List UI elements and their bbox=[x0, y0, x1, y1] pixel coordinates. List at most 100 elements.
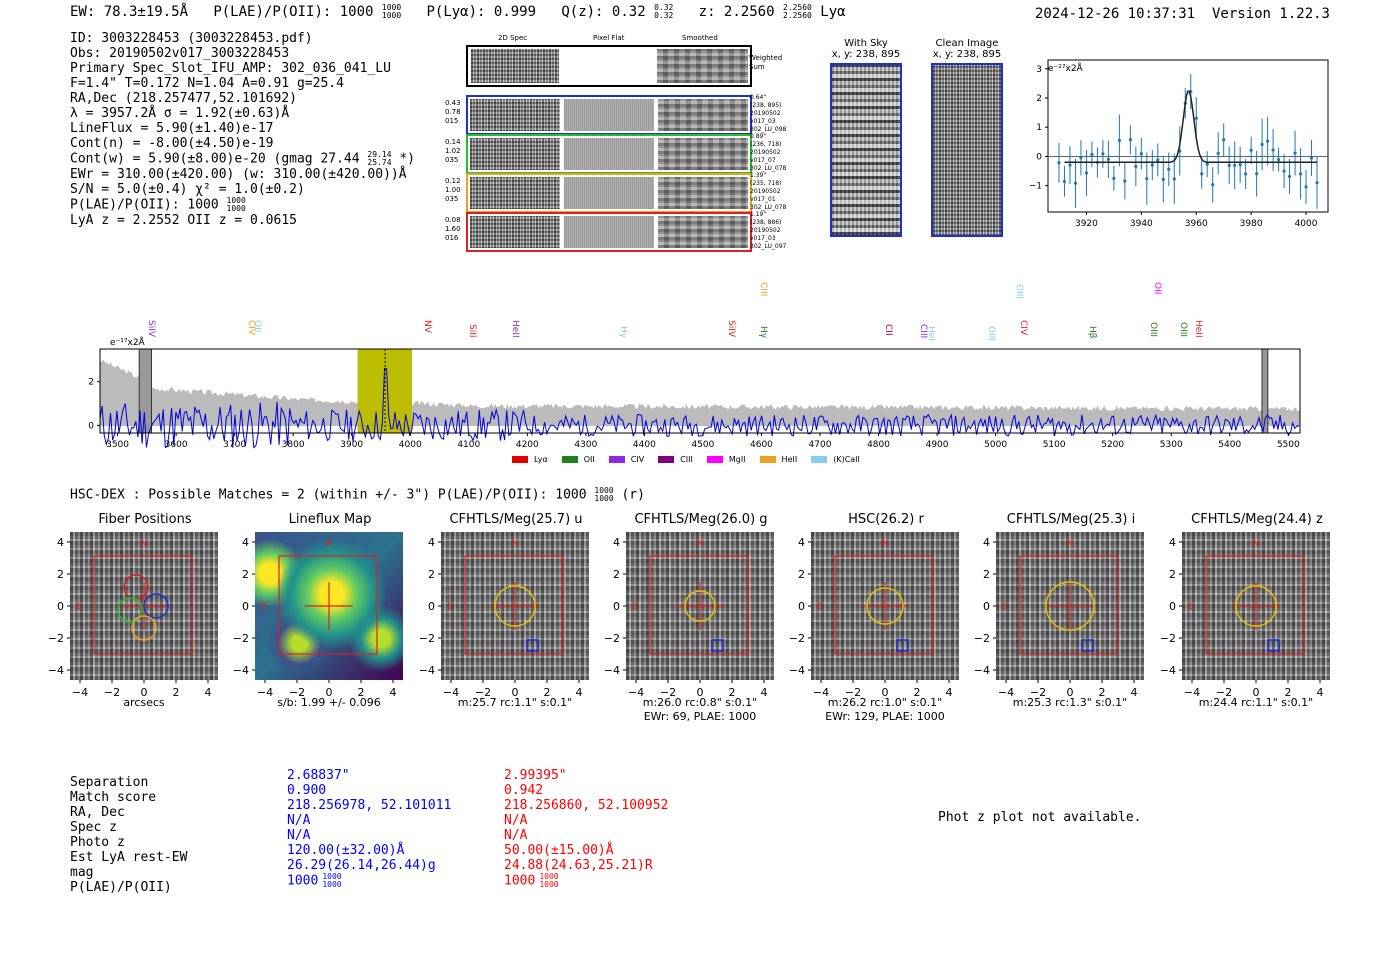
catalog-match-box bbox=[1081, 639, 1094, 652]
line-fit-point bbox=[1194, 116, 1198, 120]
full-spec-xtick: 4700 bbox=[809, 440, 832, 450]
qz-value: Q(z): 0.32 bbox=[561, 4, 646, 20]
match-value: 1000 1000 1000 bbox=[287, 872, 342, 889]
legend-swatch bbox=[759, 456, 776, 463]
hsc-summary: HSC-DEX : Possible Matches = 2 (within +… bbox=[70, 486, 645, 503]
catalog-match-box bbox=[896, 639, 909, 652]
cutout-xtick: 2 bbox=[914, 686, 921, 699]
line-fit-xtick: 4000 bbox=[1295, 219, 1318, 229]
match-value: 218.256978, 52.101011 bbox=[287, 798, 452, 813]
cutout-xtick: 4 bbox=[390, 686, 397, 699]
line-fit-point bbox=[1222, 138, 1226, 142]
cutout-xtick: 0 bbox=[326, 686, 333, 699]
match-label: Est LyA rest-EW bbox=[70, 850, 188, 865]
cutout-ytick: −2 bbox=[1160, 632, 1176, 645]
match-value: 1000 1000 1000 bbox=[504, 872, 559, 889]
legend-swatch bbox=[608, 456, 625, 463]
full-spec-xtick: 5500 bbox=[1277, 440, 1300, 450]
line-fit-point bbox=[1266, 139, 1270, 143]
north-marker: N bbox=[141, 539, 148, 549]
fiber-smoothed bbox=[658, 216, 748, 248]
line-fit-point bbox=[1117, 138, 1121, 143]
aperture-box bbox=[93, 555, 193, 655]
emission-line-label: OII bbox=[1152, 282, 1162, 295]
line-fit-point bbox=[1068, 163, 1072, 167]
fiber-left-stats: 0.14 1.02 035 bbox=[445, 138, 461, 164]
full-spec-flux bbox=[99, 368, 1300, 449]
aperture-circle bbox=[1045, 581, 1095, 631]
line-fit-ytick: 3 bbox=[1036, 65, 1042, 75]
cutout-ytick: 4 bbox=[57, 536, 64, 549]
cutout-xtick: 4 bbox=[205, 686, 212, 699]
aperture-box bbox=[1205, 555, 1305, 655]
line-fit-point bbox=[1145, 177, 1149, 181]
full-spec-unit: e⁻¹⁷x2Å bbox=[110, 336, 146, 348]
match-value: N/A bbox=[287, 828, 311, 843]
line-fit-ytick: 0 bbox=[1036, 152, 1042, 162]
match-label: Match score bbox=[70, 790, 157, 805]
cutout-xtick: −4 bbox=[72, 686, 88, 699]
east-marker: E bbox=[447, 602, 453, 612]
line-fit-point bbox=[1260, 142, 1264, 147]
full-spectrum-plot: e⁻¹⁷x2Å 2 0 3500 3600 3700 3800 3900 4000 4100 4… bbox=[88, 336, 1301, 450]
aperture-box bbox=[1019, 555, 1119, 655]
cutout-xtick: −2 bbox=[475, 686, 491, 699]
cutout-xtick: 0 bbox=[882, 686, 889, 699]
line-fit-point bbox=[1304, 185, 1308, 189]
with-sky-title: With Sky x, y: 238, 895 bbox=[831, 38, 901, 60]
match-label: mag bbox=[70, 865, 94, 880]
line-fit-point bbox=[1200, 172, 1204, 176]
cutout-xtick: 0 bbox=[697, 686, 704, 699]
legend-label: HeII bbox=[781, 455, 798, 464]
cutout-xtick: −4 bbox=[628, 686, 644, 699]
cutout-xtick: −2 bbox=[845, 686, 861, 699]
east-marker: E bbox=[632, 602, 638, 612]
cutout-ytick: −2 bbox=[789, 632, 805, 645]
cutout-ytick: −2 bbox=[604, 632, 620, 645]
aperture-circle bbox=[684, 590, 716, 622]
cutout-xtick: −4 bbox=[813, 686, 829, 699]
cutout-title: CFHTLS/Meg(26.0) g bbox=[634, 512, 768, 527]
match-value: 2.99395" bbox=[504, 768, 567, 783]
weighted-sum-2d bbox=[471, 49, 559, 83]
line-fit-point bbox=[1227, 163, 1231, 167]
line-fit-xtick: 3980 bbox=[1240, 219, 1263, 229]
weighted-sum-strip bbox=[466, 45, 752, 87]
cutout-xtick: −2 bbox=[289, 686, 305, 699]
weighted-sum-label: Weighted Sum bbox=[749, 54, 783, 71]
line-fit-point bbox=[1293, 151, 1297, 155]
fiber-2d-spec bbox=[470, 216, 560, 248]
cutout-xtick: 2 bbox=[358, 686, 365, 699]
clean-image-title: Clean Image x, y: 238, 895 bbox=[932, 38, 1002, 60]
line-fit-point bbox=[1057, 161, 1061, 165]
full-spec-xtick: 3800 bbox=[282, 440, 305, 450]
cutout-ytick: −4 bbox=[48, 664, 64, 677]
full-spec-xtick: 3700 bbox=[223, 440, 246, 450]
east-marker: E bbox=[1002, 602, 1008, 612]
cutout-ytick: 2 bbox=[428, 568, 435, 581]
cutout-xtick: 0 bbox=[141, 686, 148, 699]
match-col1: 2.68837" 0.900 218.256978, 52.101011 N/A N/A… bbox=[287, 768, 451, 889]
full-spec-xtick: 5200 bbox=[1101, 440, 1124, 450]
match-value: 0.900 bbox=[287, 783, 327, 798]
info-obs: Obs: 20190502v017_3003228453 bbox=[70, 46, 290, 61]
cutout-xtick: 4 bbox=[1317, 686, 1324, 699]
legend-swatch bbox=[512, 456, 528, 463]
legend-item: CIV bbox=[608, 455, 644, 464]
line-fit-point bbox=[1238, 163, 1242, 167]
cutout-title: CFHTLS/Meg(25.3) i bbox=[1006, 512, 1136, 527]
emission-line-label: OIII bbox=[1014, 284, 1024, 300]
legend-swatch bbox=[811, 456, 828, 463]
cutout-xtick: 2 bbox=[1285, 686, 1292, 699]
match-value: 120.00(±32.00)Å bbox=[287, 843, 405, 858]
line-fit-point bbox=[1167, 167, 1171, 171]
north-marker: N bbox=[1067, 539, 1074, 549]
full-spec-xtick: 5400 bbox=[1218, 440, 1241, 450]
north-marker: N bbox=[697, 539, 704, 549]
line-fit-point bbox=[1309, 156, 1314, 160]
full-spec-ytick: 0 bbox=[88, 421, 94, 431]
line-fit-point bbox=[1079, 156, 1083, 160]
line-fit-point bbox=[1073, 181, 1078, 185]
aperture-circle bbox=[1235, 585, 1277, 627]
